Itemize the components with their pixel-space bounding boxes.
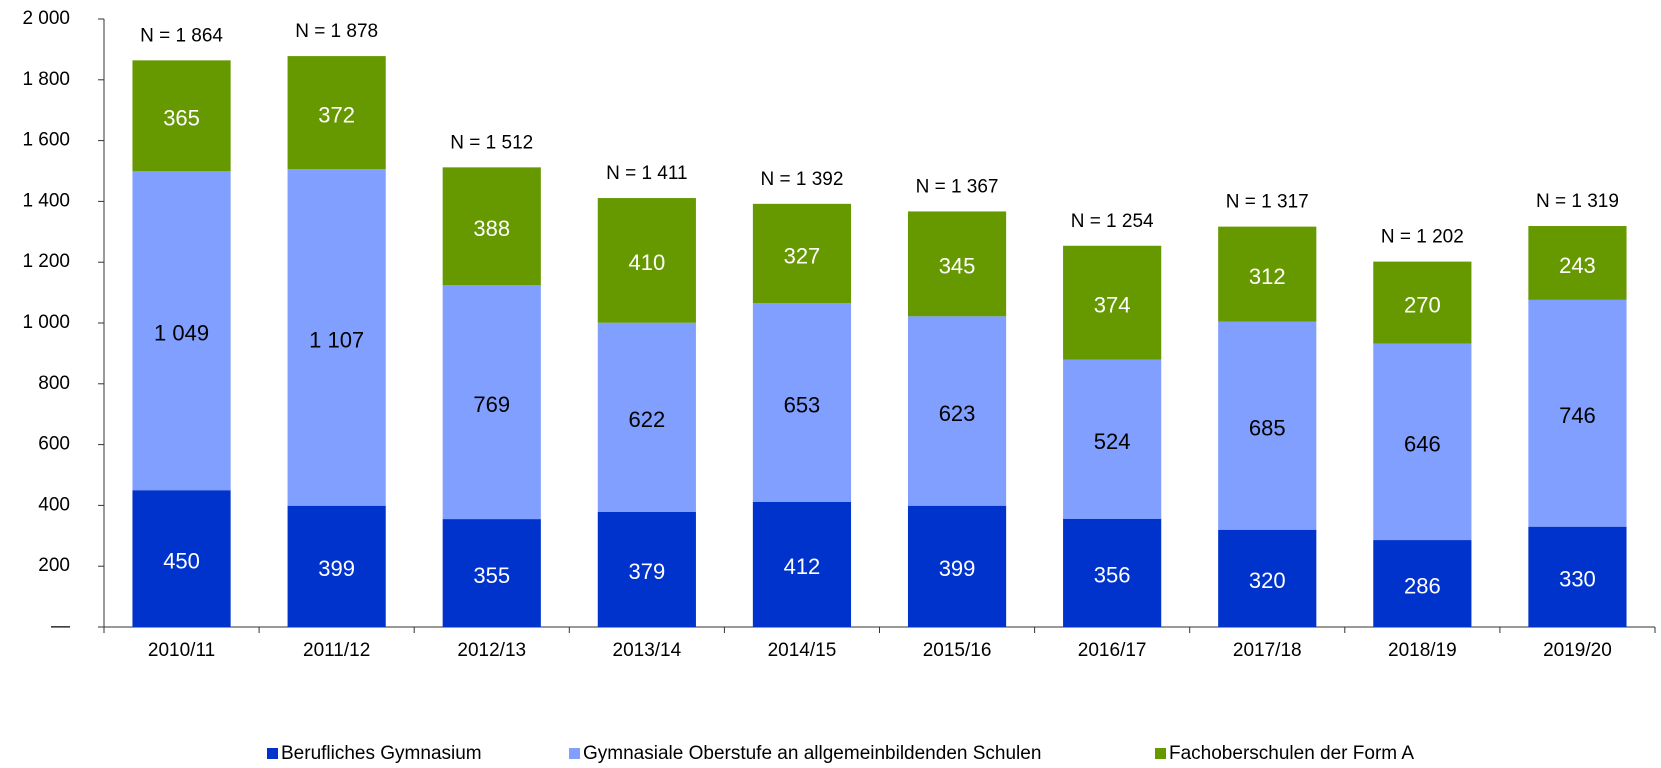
bar-segment (752, 203, 852, 304)
data-label: 327 (784, 243, 821, 268)
bar-segment (287, 169, 386, 506)
data-label: 330 (1559, 567, 1596, 592)
bar-segment (287, 56, 386, 170)
legend-swatch (267, 748, 278, 759)
y-tick-label: 1 600 (22, 130, 70, 151)
bar-segment (1063, 518, 1162, 627)
bar-segment (442, 519, 541, 627)
x-tick-label: 2019/20 (1543, 640, 1612, 661)
legend-swatch (1155, 748, 1166, 759)
data-label: 345 (939, 254, 976, 279)
data-label: 524 (1094, 429, 1131, 454)
x-tick-label: 2014/15 (768, 640, 837, 661)
data-label: 374 (1094, 292, 1131, 317)
bar-segment (1528, 226, 1627, 300)
bar-segment (1373, 261, 1472, 344)
data-label: 399 (939, 556, 976, 581)
bar-segment (597, 198, 696, 323)
bar-segment (1373, 343, 1472, 541)
data-label: 243 (1559, 253, 1596, 278)
total-label: N = 1 317 (1226, 192, 1309, 213)
data-label: 388 (473, 216, 510, 241)
x-tick-label: 2017/18 (1233, 640, 1302, 661)
y-tick-label: 400 (38, 494, 70, 515)
bar-segment (1218, 529, 1317, 627)
data-label: 365 (163, 106, 200, 131)
data-label: 286 (1404, 573, 1441, 598)
total-label: N = 1 254 (1071, 211, 1154, 232)
bar-segment (1063, 245, 1162, 360)
data-label: 685 (1249, 415, 1286, 440)
x-tick-label: 2015/16 (923, 640, 992, 661)
data-label: 355 (473, 563, 510, 588)
total-label: N = 1 392 (760, 169, 843, 190)
bar-segment (132, 171, 231, 491)
bar-segment (1528, 299, 1627, 527)
bar-segment (442, 285, 541, 520)
x-tick-label: 2010/11 (148, 640, 215, 661)
data-label: 399 (318, 556, 355, 581)
data-label: 450 (163, 548, 200, 573)
x-tick-label: 2018/19 (1388, 640, 1457, 661)
y-tick-label: 1 800 (22, 69, 70, 90)
data-label: 379 (628, 559, 665, 584)
bar-segment (132, 490, 231, 627)
bar-segment (907, 505, 1007, 627)
data-label: 746 (1559, 403, 1596, 428)
bar-segment (1218, 226, 1317, 322)
data-label: 653 (784, 392, 821, 417)
legend-swatch (569, 748, 580, 759)
bar-segment (132, 60, 231, 172)
y-tick-label: 1 200 (22, 251, 70, 272)
data-label: 270 (1404, 292, 1441, 317)
bar-segment (597, 322, 696, 512)
bar-segment (1373, 540, 1472, 627)
bar-segment (752, 303, 852, 502)
data-label: 646 (1404, 432, 1441, 457)
data-label: 312 (1249, 264, 1286, 289)
data-label: 1 107 (309, 327, 364, 352)
y-tick-label: 800 (38, 373, 70, 394)
data-label: 372 (318, 102, 355, 127)
bar-segment (752, 501, 852, 627)
data-label: 1 049 (154, 321, 209, 346)
total-label: N = 1 319 (1536, 191, 1619, 212)
y-tick-label: 1 000 (22, 312, 70, 333)
bar-segment (597, 511, 696, 627)
data-label: 412 (784, 554, 821, 579)
x-tick-label: 2013/14 (613, 640, 682, 661)
x-tick-label: 2012/13 (457, 640, 526, 661)
y-tick-label: 2 000 (22, 8, 70, 29)
data-label: 769 (473, 392, 510, 417)
data-label: 356 (1094, 563, 1131, 588)
y-tick-label: 200 (38, 555, 70, 576)
legend-label: Berufliches Gymnasium (281, 743, 482, 764)
bar-segment (287, 505, 386, 627)
bar-segment (1063, 359, 1162, 519)
y-tick-label: 1 400 (22, 190, 70, 211)
bar-segment (1218, 321, 1317, 530)
total-label: N = 1 411 (606, 163, 688, 184)
total-label: N = 1 878 (295, 21, 378, 42)
x-tick-label: 2011/12 (303, 640, 370, 661)
x-tick-label: 2016/17 (1078, 640, 1147, 661)
total-label: N = 1 864 (140, 25, 223, 46)
legend-label: Fachoberschulen der Form A (1169, 743, 1414, 764)
bar-segment (442, 167, 541, 286)
total-label: N = 1 512 (450, 132, 533, 153)
total-label: N = 1 367 (916, 176, 999, 197)
bar-segment (1528, 526, 1627, 627)
data-label: 320 (1249, 568, 1286, 593)
y-tick-label: — (51, 616, 70, 637)
legend-label: Gymnasiale Oberstufe an allgemeinbildend… (583, 743, 1041, 764)
data-label: 410 (628, 250, 665, 275)
bar-segment (907, 316, 1007, 506)
data-label: 622 (628, 407, 665, 432)
bar-segment (907, 211, 1007, 317)
y-tick-label: 600 (38, 434, 70, 455)
total-label: N = 1 202 (1381, 227, 1464, 248)
data-label: 623 (939, 401, 976, 426)
